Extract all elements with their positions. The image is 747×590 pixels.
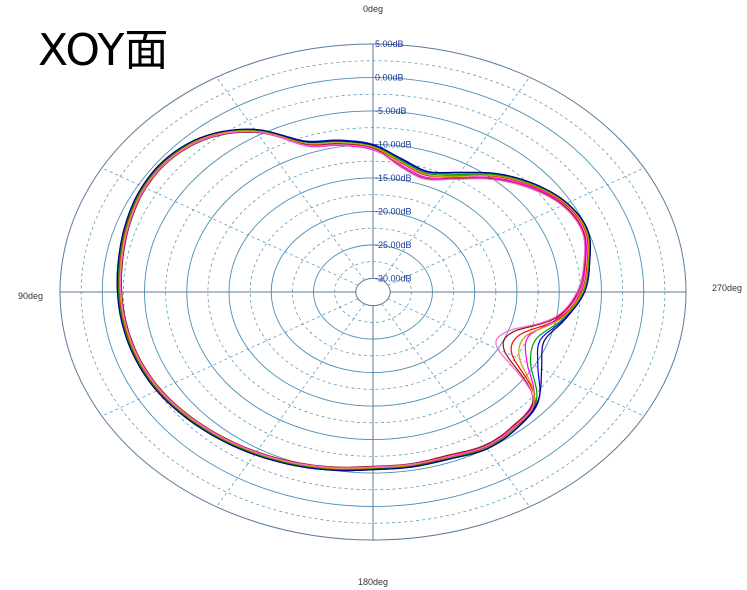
grid-spoke xyxy=(387,298,645,417)
grid-spoke xyxy=(101,298,359,417)
ring-label: -15.00dB xyxy=(375,173,412,183)
ring-label: -20.00dB xyxy=(375,206,412,216)
series-line-8 xyxy=(120,130,586,469)
ring-label: -10.00dB xyxy=(375,139,412,149)
angle-label: 180deg xyxy=(358,577,388,587)
ring-label: 5.00dB xyxy=(375,39,404,49)
angle-label: 90deg xyxy=(18,291,43,301)
polar-grid xyxy=(59,43,687,541)
angle-label: 270deg xyxy=(712,283,742,293)
label-layer: 5.00dB 0.00dB -5.00dB -10.00dB -15.00dB -20.0… xyxy=(18,4,742,587)
series-line-7 xyxy=(116,128,592,472)
ring-label: -25.00dB xyxy=(375,240,412,250)
angle-label: 0deg xyxy=(363,4,383,14)
chart-title: XOY面 xyxy=(38,25,169,76)
ring-label: -30.00dB xyxy=(375,273,412,283)
grid-spoke xyxy=(381,303,530,507)
series-line-5 xyxy=(119,130,590,470)
grid-spoke xyxy=(387,167,645,286)
series-line-6 xyxy=(120,131,587,468)
ring-label: -5.00dB xyxy=(375,106,407,116)
series-layer xyxy=(116,128,592,472)
series-line-2 xyxy=(118,129,589,470)
ring-label: 0.00dB xyxy=(375,72,404,82)
series-line-3 xyxy=(117,129,591,471)
